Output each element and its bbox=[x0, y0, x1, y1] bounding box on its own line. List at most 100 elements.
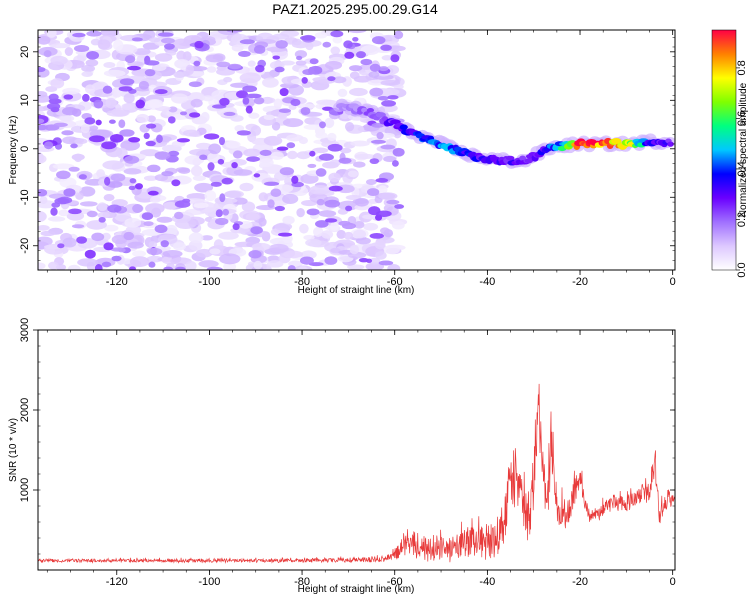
spectrogram-noise-blob bbox=[354, 197, 369, 207]
spectrogram-noise-blob bbox=[79, 201, 98, 207]
spectrogram-noise-blob bbox=[215, 209, 223, 218]
spectrogram-noise-blob bbox=[233, 169, 253, 176]
spectrogram-noise-blob bbox=[179, 111, 188, 116]
spectrogram-noise-blob bbox=[371, 36, 386, 45]
spectrogram-noise-blob bbox=[157, 32, 174, 37]
spectrogram-noise-blob bbox=[360, 45, 380, 55]
colorbar-tick-label: 0.6 bbox=[736, 111, 748, 126]
spectrogram-noise-blob bbox=[171, 179, 181, 187]
spectrogram-noise-blob bbox=[306, 208, 320, 216]
x-tick-label: -40 bbox=[479, 276, 495, 288]
spectrogram-noise-blob bbox=[167, 116, 176, 124]
spectrogram-noise-blob bbox=[98, 216, 106, 223]
x-tick-label: -20 bbox=[572, 576, 588, 588]
spectrogram-noise-blob bbox=[314, 32, 328, 39]
spectrogram-noise-blob bbox=[349, 71, 360, 80]
spectrogram-noise-blob bbox=[128, 137, 141, 143]
spectrogram-noise-blob bbox=[164, 43, 175, 50]
spectrogram-noise-blob bbox=[203, 133, 220, 140]
spectrogram-noise-blob bbox=[251, 242, 271, 251]
colorbar-tick-label: 0.0 bbox=[736, 262, 748, 277]
spectrogram-noise-blob bbox=[279, 87, 289, 97]
spectrogram-noise-blob bbox=[96, 169, 105, 178]
spectrogram-noise-blob bbox=[330, 221, 339, 231]
spectrogram-noise-blob bbox=[319, 121, 326, 129]
spectrogram-noise-blob bbox=[149, 196, 161, 203]
spectrogram-noise-blob bbox=[238, 50, 251, 57]
spectrogram-noise-blob bbox=[356, 51, 366, 59]
spectrogram-noise-blob bbox=[146, 247, 163, 256]
spectrogram-noise-blob bbox=[190, 98, 203, 108]
spectrogram-noise-blob bbox=[377, 95, 389, 101]
y-tick-label: 0 bbox=[19, 146, 31, 152]
spectrogram-noise-blob bbox=[296, 208, 305, 218]
spectrogram-noise-blob bbox=[51, 202, 61, 208]
figure-title: PAZ1.2025.295.00.29.G14 bbox=[272, 1, 438, 17]
spectrogram-noise-blob bbox=[128, 185, 136, 191]
spectrogram-noise-blob bbox=[308, 262, 324, 267]
spectrogram-noise-blob bbox=[236, 90, 248, 99]
spectrogram-noise-blob bbox=[76, 236, 88, 244]
spectrogram-noise-blob bbox=[57, 243, 65, 249]
spectrogram-noise-blob bbox=[393, 30, 404, 40]
spectrogram-noise-blob bbox=[174, 59, 190, 69]
spectrogram-noise-blob bbox=[369, 87, 384, 97]
spectrogram-noise-blob bbox=[324, 117, 335, 129]
spectrogram-noise-blob bbox=[250, 226, 263, 235]
spectrogram-noise-blob bbox=[114, 211, 131, 222]
spectrogram-y-label: Frequency (Hz) bbox=[8, 116, 19, 185]
spectrogram-noise-blob bbox=[347, 30, 367, 34]
spectrogram-noise-blob bbox=[109, 134, 124, 143]
spectrogram-noise-blob bbox=[259, 149, 272, 156]
spectrogram-noise-blob bbox=[206, 66, 217, 73]
spectrogram-noise-blob bbox=[88, 135, 105, 143]
spectrogram-noise-blob bbox=[184, 198, 205, 204]
spectrogram-noise-blob bbox=[127, 241, 144, 249]
spectrogram-noise-blob bbox=[387, 95, 399, 100]
spectrogram-noise-blob bbox=[327, 76, 336, 82]
spectrogram-noise-blob bbox=[194, 40, 204, 49]
spectrogram-noise-blob bbox=[355, 237, 371, 245]
spectrogram-noise-blob bbox=[73, 44, 90, 53]
spectrogram-noise-blob bbox=[259, 157, 274, 168]
spectrogram-noise-blob bbox=[194, 182, 214, 193]
spectrogram-noise-blob bbox=[253, 173, 261, 178]
spectrogram-noise-blob bbox=[279, 167, 295, 176]
spectrogram-noise-blob bbox=[378, 192, 398, 200]
spectrogram-noise-blob bbox=[232, 150, 243, 159]
spectrogram-noise-blob bbox=[316, 198, 325, 206]
spectrogram-noise-blob bbox=[324, 199, 341, 208]
spectrogram-noise-blob bbox=[38, 236, 53, 247]
spectrogram-noise-blob bbox=[266, 260, 284, 268]
spectrogram-noise-blob bbox=[56, 170, 71, 180]
snr-x-ticks: -120 -100 -80 -60 -40 -20 0 bbox=[46, 330, 676, 588]
spectrogram-noise-blob bbox=[156, 134, 163, 143]
spectrogram-noise-blob bbox=[38, 106, 50, 112]
x-tick-label: -80 bbox=[294, 576, 310, 588]
spectrogram-noise-blob bbox=[268, 243, 289, 253]
spectrogram-noise-blob bbox=[380, 144, 396, 150]
spectrogram-noise-blob bbox=[202, 95, 214, 102]
spectrogram-noise-blob bbox=[276, 146, 289, 151]
spectrogram-noise-blob bbox=[40, 230, 56, 237]
spectrogram-noise-blob bbox=[97, 39, 111, 50]
spectrogram-noise-blob bbox=[272, 200, 284, 207]
spectrogram-x-label: Height of straight line (km) bbox=[298, 285, 415, 296]
spectrogram-noise-blob bbox=[144, 69, 156, 77]
spectrogram-noise-blob bbox=[375, 178, 389, 183]
spectrogram-noise-blob bbox=[383, 244, 401, 255]
x-tick-label: -60 bbox=[387, 576, 403, 588]
spectrogram-noise-blob bbox=[380, 227, 390, 234]
spectrogram-noise-blob bbox=[120, 139, 140, 151]
spectrogram-x-ticks: -120 -100 -80 -60 -40 -20 0 bbox=[46, 30, 676, 288]
spectrogram-noise-blob bbox=[64, 47, 74, 56]
spectrogram-noise-blob bbox=[221, 177, 233, 185]
x-tick-label: -120 bbox=[106, 576, 128, 588]
spectrogram-noise-blob bbox=[121, 103, 133, 111]
spectrogram-noise-blob bbox=[377, 88, 400, 96]
spectrogram-noise-blob bbox=[148, 261, 156, 268]
spectrogram-noise-blob bbox=[287, 150, 298, 160]
spectrogram-noise-blob bbox=[283, 250, 304, 259]
spectrogram-noise-blob bbox=[223, 262, 237, 270]
